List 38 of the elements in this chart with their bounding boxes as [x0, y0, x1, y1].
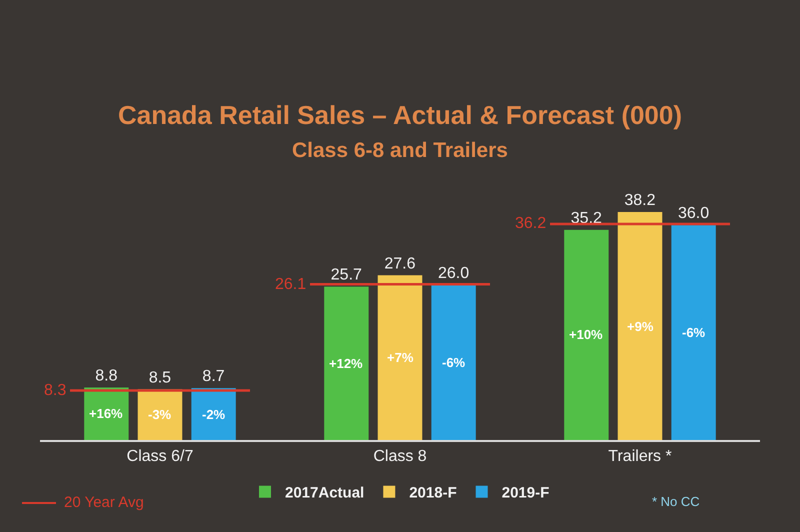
- data-label: 35.2: [570, 210, 602, 227]
- x-tick-label: Trailers *: [608, 448, 672, 466]
- data-label: 25.7: [330, 266, 362, 284]
- annotation: -2%: [202, 407, 226, 422]
- data-label: 8.7: [202, 368, 225, 386]
- legend-label: 2017Actual: [285, 484, 364, 502]
- data-label: 38.2: [624, 192, 656, 209]
- bar: [618, 212, 662, 440]
- data-label: 8.8: [95, 367, 118, 384]
- text: * No CC: [652, 494, 700, 509]
- bar: [378, 275, 422, 440]
- annotation: +9%: [627, 319, 654, 334]
- legend-label: 2018-F: [409, 484, 457, 502]
- data-label: 36.0: [678, 205, 710, 222]
- annotation: +16%: [89, 406, 124, 421]
- chart-subtitle: Class 6-8 and Trailers: [292, 139, 508, 162]
- x-tick-label: Class 8: [373, 448, 427, 466]
- ref-line-label: 26.1: [275, 276, 306, 293]
- annotation: +12%: [329, 356, 364, 371]
- bar: [671, 225, 716, 440]
- bar: [191, 388, 236, 440]
- data-label: 26.0: [438, 264, 470, 282]
- bar: [431, 284, 476, 440]
- bar: [324, 286, 369, 440]
- annotation: +10%: [569, 327, 604, 342]
- bar: [564, 230, 609, 440]
- annotation: -6%: [682, 325, 706, 340]
- annotation: -6%: [442, 355, 466, 370]
- text: 20 Year Avg: [64, 494, 144, 511]
- ref-line-label: 8.3: [44, 382, 66, 399]
- chart-title: Canada Retail Sales – Actual & Forecast (000): [118, 100, 682, 130]
- data-label: 27.6: [384, 255, 416, 272]
- annotation: -3%: [148, 407, 172, 422]
- legend-label: 2019-F: [502, 484, 550, 502]
- data-label: 8.5: [148, 369, 172, 386]
- annotation: +7%: [387, 350, 414, 365]
- x-tick-label: Class 6/7: [126, 448, 194, 466]
- ref-line-label: 36.2: [515, 215, 546, 232]
